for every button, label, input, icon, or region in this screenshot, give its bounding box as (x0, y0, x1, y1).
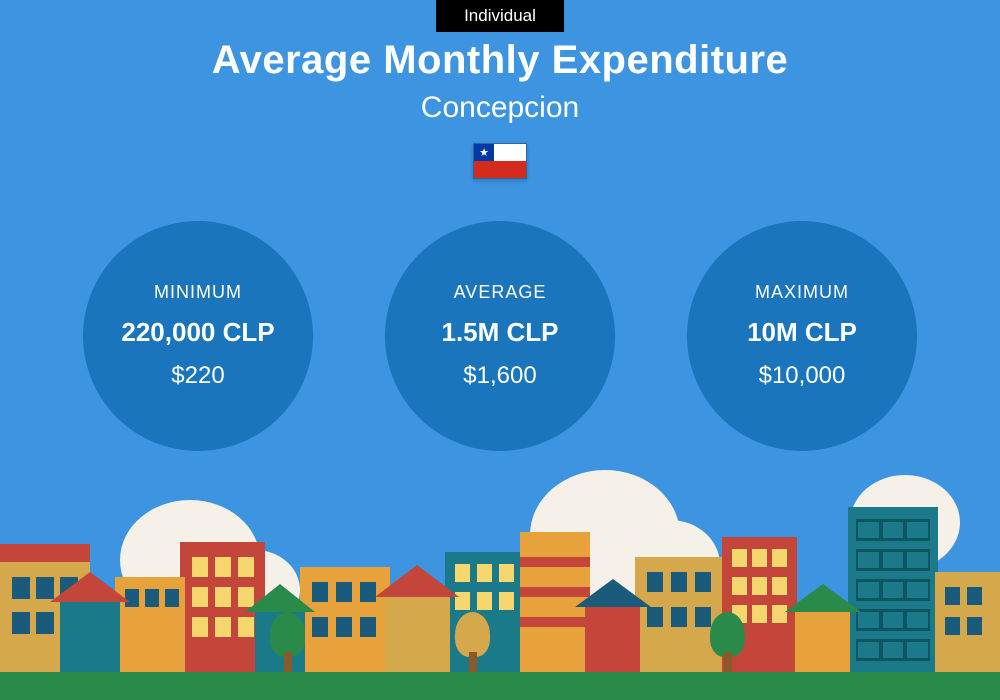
stats-row: MINIMUM 220,000 CLP $220 AVERAGE 1.5M CL… (0, 221, 1000, 451)
category-badge: Individual (436, 0, 564, 32)
stat-minimum: MINIMUM 220,000 CLP $220 (83, 221, 313, 451)
city-subtitle: Concepcion (0, 91, 1000, 125)
stat-label: AVERAGE (454, 282, 547, 303)
stat-maximum: MAXIMUM 10M CLP $10,000 (687, 221, 917, 451)
stat-value-usd: $220 (171, 362, 224, 390)
stat-label: MINIMUM (154, 282, 242, 303)
stat-value-clp: 220,000 CLP (121, 317, 274, 348)
stat-value-clp: 1.5M CLP (441, 317, 558, 348)
page-title: Average Monthly Expenditure (0, 38, 1000, 83)
stat-label: MAXIMUM (755, 282, 849, 303)
stat-average: AVERAGE 1.5M CLP $1,600 (385, 221, 615, 451)
stat-value-clp: 10M CLP (747, 317, 857, 348)
cityscape-illustration (0, 470, 1000, 700)
chile-flag-icon: ★ (473, 143, 527, 179)
stat-value-usd: $10,000 (759, 362, 846, 390)
stat-value-usd: $1,600 (463, 362, 536, 390)
